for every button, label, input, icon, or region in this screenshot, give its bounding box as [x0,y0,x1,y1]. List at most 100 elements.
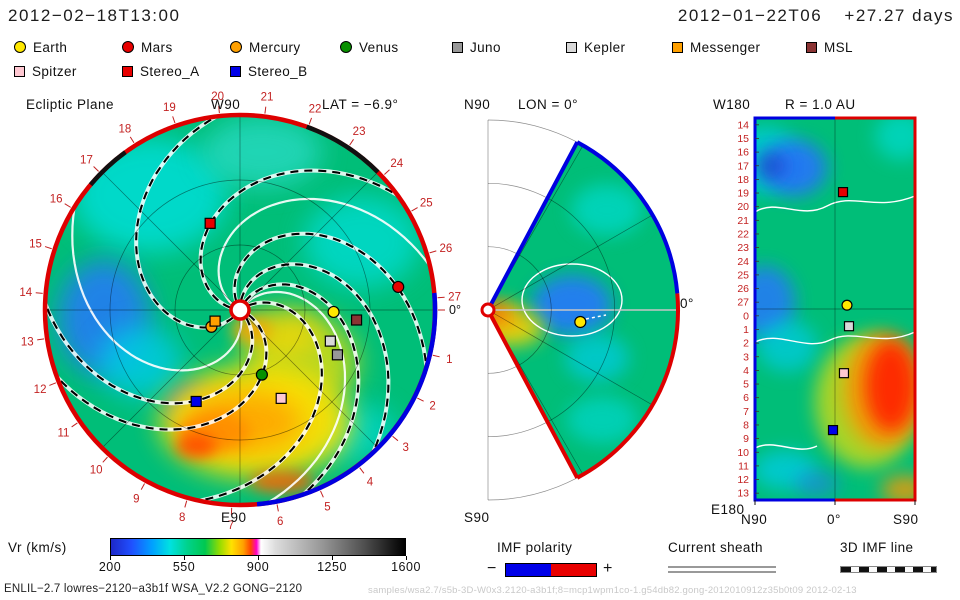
venus-icon [340,41,352,53]
messenger-marker [209,315,221,327]
imf-polarity-label: IMF polarity [497,540,573,555]
ecliptic-day-tick-label: 3 [402,442,408,454]
stereo_b-marker [827,424,839,436]
map-day-tick-label: 25 [737,269,749,281]
colorbar-tick-label: 900 [246,560,270,574]
mars-icon [122,41,134,53]
legend-item-juno: Juno [452,38,501,56]
legend-item-earth: Earth [14,38,67,56]
map-title: R = 1.0 AU [785,97,856,112]
kepler-marker [843,321,855,332]
legend-label: Earth [33,39,68,55]
ecliptic-day-tick-label: 13 [21,336,34,348]
legend-label: Spitzer [32,63,77,79]
meridional-panel: N90 LON = 0° 0° S90 [452,90,702,550]
sheath-line-icon [668,571,776,573]
colorbar-tick-mark [406,556,407,560]
ecliptic-day-tick-label: 6 [277,516,283,528]
map-day-tick-label: 23 [737,242,749,254]
map-xtick-s90: S90 [893,512,919,527]
map-grid [755,118,915,500]
colorbar-tick-label: 1600 [391,560,421,574]
sun-icon [229,299,251,321]
ecliptic-day-tick-label: 15 [29,238,42,250]
map-day-tick-label: 16 [737,147,749,159]
map-day-ticks: 1415161718192021222324252627012345678910… [737,119,759,500]
colorbar [110,538,406,556]
current-sheet-contour [521,263,623,337]
imf-line [199,301,323,502]
earth-marker [574,315,587,329]
imf-line [199,169,399,309]
meridional-title: LON = 0° [518,97,579,112]
legend-item-kepler: Kepler [566,38,625,56]
legend-item-stereo_a: Stereo_A [122,62,200,80]
kepler-marker [324,335,336,347]
map-day-tick-label: 8 [743,419,749,431]
map-day-tick-label: 26 [737,283,749,295]
map-day-tick-label: 15 [737,133,749,145]
legend-label: Stereo_B [248,63,308,79]
ecliptic-day-tick-label: 2 [429,401,435,413]
colorbar-tick-mark [258,556,259,560]
map-day-tick-label: 11 [738,460,749,472]
current-sheet-line [217,197,431,305]
imf-line-sample-icon [840,566,937,573]
map-day-tick-label: 22 [737,228,749,240]
stereo_b-icon [230,65,241,77]
ecliptic-day-tick-label: 20 [211,91,224,103]
imf-negative-swatch [506,564,551,576]
juno-marker [331,349,344,361]
meridional-zero-label: 0° [680,296,694,311]
ecliptic-day-tick-label: 10 [90,465,103,477]
imf-line [244,283,360,496]
imf-polarity-bar [505,563,597,577]
map-day-tick-label: 5 [743,379,749,391]
map-day-tick-label: 17 [737,160,749,172]
ecliptic-title: Ecliptic Plane [26,97,115,112]
msl-marker [350,314,363,326]
ecliptic-day-tick-label: 25 [420,198,433,210]
meridional-markers [574,315,587,329]
legend-item-stereo_b: Stereo_B [230,62,308,80]
legend-label: Kepler [584,39,626,55]
stereo_b-marker [190,395,202,408]
colorbar-tick-mark [332,556,333,560]
ecliptic-day-tick-label: 21 [261,92,274,104]
map-day-tick-label: 14 [737,119,749,131]
imf-minus-sign: − [487,560,497,577]
ecliptic-day-tick-label: 8 [179,512,185,524]
legend-label: Stereo_A [140,63,200,79]
map-w180-label: W180 [713,97,751,112]
spitzer-marker [275,392,287,404]
stereo_a-marker [837,187,849,198]
legend-item-mercury: Mercury [230,38,301,56]
ecliptic-boundary [42,112,438,508]
legend-label: Mercury [249,39,301,55]
latitude-map-panel: W180 R = 1.0 AU E180 N90 0° S90 [705,90,960,558]
start-datetime: 2012−01−22T06 [677,6,823,25]
map-e180-label: E180 [711,502,745,517]
ecliptic-day-tick-label: 5 [324,501,330,513]
map-sheet-contours [755,195,915,450]
legend-item-mars: Mars [122,38,173,56]
map-day-tick-label: 13 [737,488,749,500]
ecliptic-panel: Ecliptic Plane W90 LAT = −6.9° E90 [0,90,461,550]
map-day-tick-label: 0 [743,310,749,322]
current-sheath-label: Current sheath [668,540,763,555]
colorbar-tick-label: 200 [98,560,122,574]
colorbar-tick-label: 550 [172,560,196,574]
ecliptic-day-tick-label: 4 [367,476,374,488]
venus-marker [255,368,268,381]
map-day-tick-label: 1 [743,324,749,336]
meridional-field-blobs [488,184,643,444]
meridional-plot [480,119,680,501]
ecliptic-day-tick-label: 11 [57,428,69,440]
map-day-tick-label: 2 [743,338,749,350]
legend-label: Mars [141,39,173,55]
ecliptic-day-tick-label: 16 [50,194,63,206]
map-day-tick-label: 6 [743,392,749,404]
ecliptic-day-tick-label: 27 [448,292,461,304]
imf-plus-sign: + [603,560,613,577]
colorbar-label: Vr (km/s) [8,540,67,555]
